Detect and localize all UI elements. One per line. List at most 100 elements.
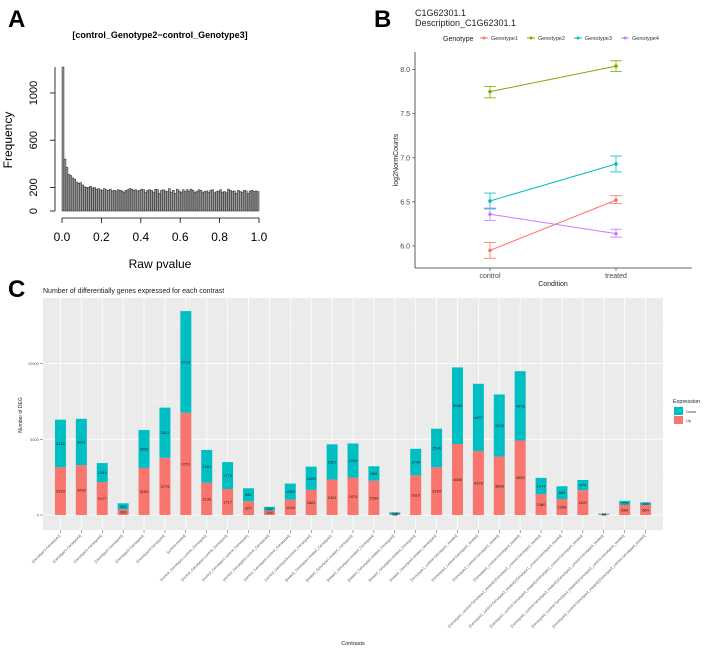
histogram-bar bbox=[150, 190, 153, 212]
histogram-bar bbox=[164, 190, 167, 212]
bar-down bbox=[493, 394, 505, 457]
bar-up bbox=[451, 444, 463, 515]
histogram-bar bbox=[168, 188, 171, 212]
histogram-bar bbox=[93, 187, 96, 212]
data-label-up: 2619 bbox=[411, 493, 421, 498]
bar-down bbox=[598, 513, 610, 515]
data-label-down: 2327 bbox=[328, 459, 338, 464]
bar-up bbox=[96, 482, 108, 515]
histogram-bar bbox=[87, 187, 90, 212]
bar-up bbox=[159, 457, 171, 515]
x-tick-label: [Genotype2-Genotype4] bbox=[115, 534, 145, 564]
bar-down bbox=[472, 383, 484, 451]
bar-up bbox=[180, 412, 192, 515]
histogram-bar bbox=[85, 187, 88, 212]
legend-label: Genotype2 bbox=[538, 36, 565, 42]
bar-up bbox=[75, 465, 87, 515]
x-tick-label: [Genotype2_control-Genotype3_treated]-[G… bbox=[510, 534, 605, 629]
data-label-down: 128 bbox=[391, 511, 398, 516]
data-label-down: 6713 bbox=[181, 359, 191, 364]
x-axis-label: Contrasts bbox=[341, 641, 365, 647]
histogram-bar bbox=[136, 190, 140, 212]
bar-down bbox=[243, 488, 255, 502]
histogram-bar bbox=[219, 189, 222, 212]
bar-up bbox=[284, 499, 296, 515]
histogram-bar bbox=[71, 177, 75, 212]
histogram-bar bbox=[152, 191, 155, 212]
y-tick-label: 200 bbox=[28, 178, 40, 196]
histogram-bar bbox=[130, 188, 134, 212]
data-label-up: 1661 bbox=[307, 500, 317, 505]
x-tick-label: [treated_Genotype3-treated_Genotype4] bbox=[389, 534, 438, 583]
legend-label-down: Down bbox=[686, 409, 696, 414]
histogram-bar bbox=[99, 189, 102, 212]
histogram-bar bbox=[197, 189, 201, 212]
data-label-up: 2341 bbox=[328, 495, 338, 500]
data-label-down: 44 bbox=[602, 512, 607, 517]
x-axis-label: Condition bbox=[538, 281, 568, 288]
histogram-bar bbox=[128, 188, 132, 212]
data-label-down: 861 bbox=[245, 492, 252, 497]
histogram-bar bbox=[252, 191, 256, 212]
histogram-bar bbox=[101, 190, 104, 212]
data-label-down: 242 bbox=[266, 506, 273, 511]
histogram-bar bbox=[148, 189, 151, 212]
histogram-bar bbox=[122, 191, 126, 212]
bar-up bbox=[263, 510, 275, 515]
bar-up bbox=[347, 477, 359, 515]
bar-down bbox=[201, 449, 213, 483]
histogram-bar bbox=[140, 188, 144, 212]
bar-down bbox=[159, 407, 171, 458]
plot-background bbox=[43, 298, 663, 530]
x-tick-label: 0.6 bbox=[172, 230, 189, 244]
legend-label: Genotype1 bbox=[491, 36, 518, 42]
data-label-up: 907 bbox=[245, 506, 252, 511]
data-label-up: 1637 bbox=[578, 500, 588, 505]
histogram-bar bbox=[195, 191, 199, 212]
panel-label-b: B bbox=[374, 6, 392, 33]
x-tick-label: control bbox=[479, 273, 500, 280]
chart-title: Number of differentially genes expressed… bbox=[43, 288, 224, 295]
data-point bbox=[488, 199, 492, 203]
chart-title: [control_Genotype2−control_Genotype3] bbox=[72, 30, 247, 40]
data-label-up: 369 bbox=[120, 510, 127, 515]
x-tick-label: [control_Genotype2-control_Genotype3] bbox=[222, 534, 270, 582]
legend-label-up: Up bbox=[686, 418, 692, 423]
histogram-bar bbox=[176, 188, 179, 212]
x-tick-label: 0.2 bbox=[93, 230, 110, 244]
bar-down bbox=[556, 486, 568, 500]
histogram-bar bbox=[118, 190, 122, 212]
histogram-bar bbox=[97, 188, 100, 212]
x-tick-label: [Genotype2_control-Genotype4_treated]-[G… bbox=[531, 534, 626, 629]
legend-title: Genotype bbox=[443, 36, 473, 43]
histogram-bar bbox=[250, 190, 254, 212]
bar-down bbox=[410, 448, 422, 476]
x-tick-label: [control-treated] bbox=[166, 534, 187, 555]
histogram-bar bbox=[177, 190, 181, 212]
histogram-bar bbox=[201, 191, 205, 212]
bar-down bbox=[305, 466, 317, 490]
histogram-bar bbox=[67, 174, 71, 212]
y-tick-label: 7.0 bbox=[400, 155, 410, 162]
bar-up bbox=[138, 467, 150, 515]
histogram-bar bbox=[193, 191, 197, 212]
bar-down bbox=[368, 466, 380, 481]
histogram-bar bbox=[65, 167, 69, 212]
histogram-bar bbox=[211, 189, 214, 212]
histogram-bar bbox=[225, 192, 228, 212]
x-tick-label: 0.8 bbox=[211, 230, 228, 244]
histogram-bar bbox=[244, 190, 248, 212]
histogram-bar bbox=[241, 191, 244, 212]
x-tick-label: [treated_Genotype2-treated_Genotype3] bbox=[347, 534, 396, 583]
histogram-bar bbox=[172, 190, 175, 212]
histogram-bar bbox=[160, 190, 163, 212]
data-label-down: 4437 bbox=[474, 415, 484, 420]
data-label-up: 3154 bbox=[432, 489, 442, 494]
bar-down bbox=[117, 503, 129, 510]
histogram-bar bbox=[254, 190, 258, 212]
bar-up bbox=[619, 504, 631, 515]
data-point bbox=[614, 198, 618, 202]
bar-down bbox=[451, 367, 463, 445]
bar-up bbox=[117, 509, 129, 515]
